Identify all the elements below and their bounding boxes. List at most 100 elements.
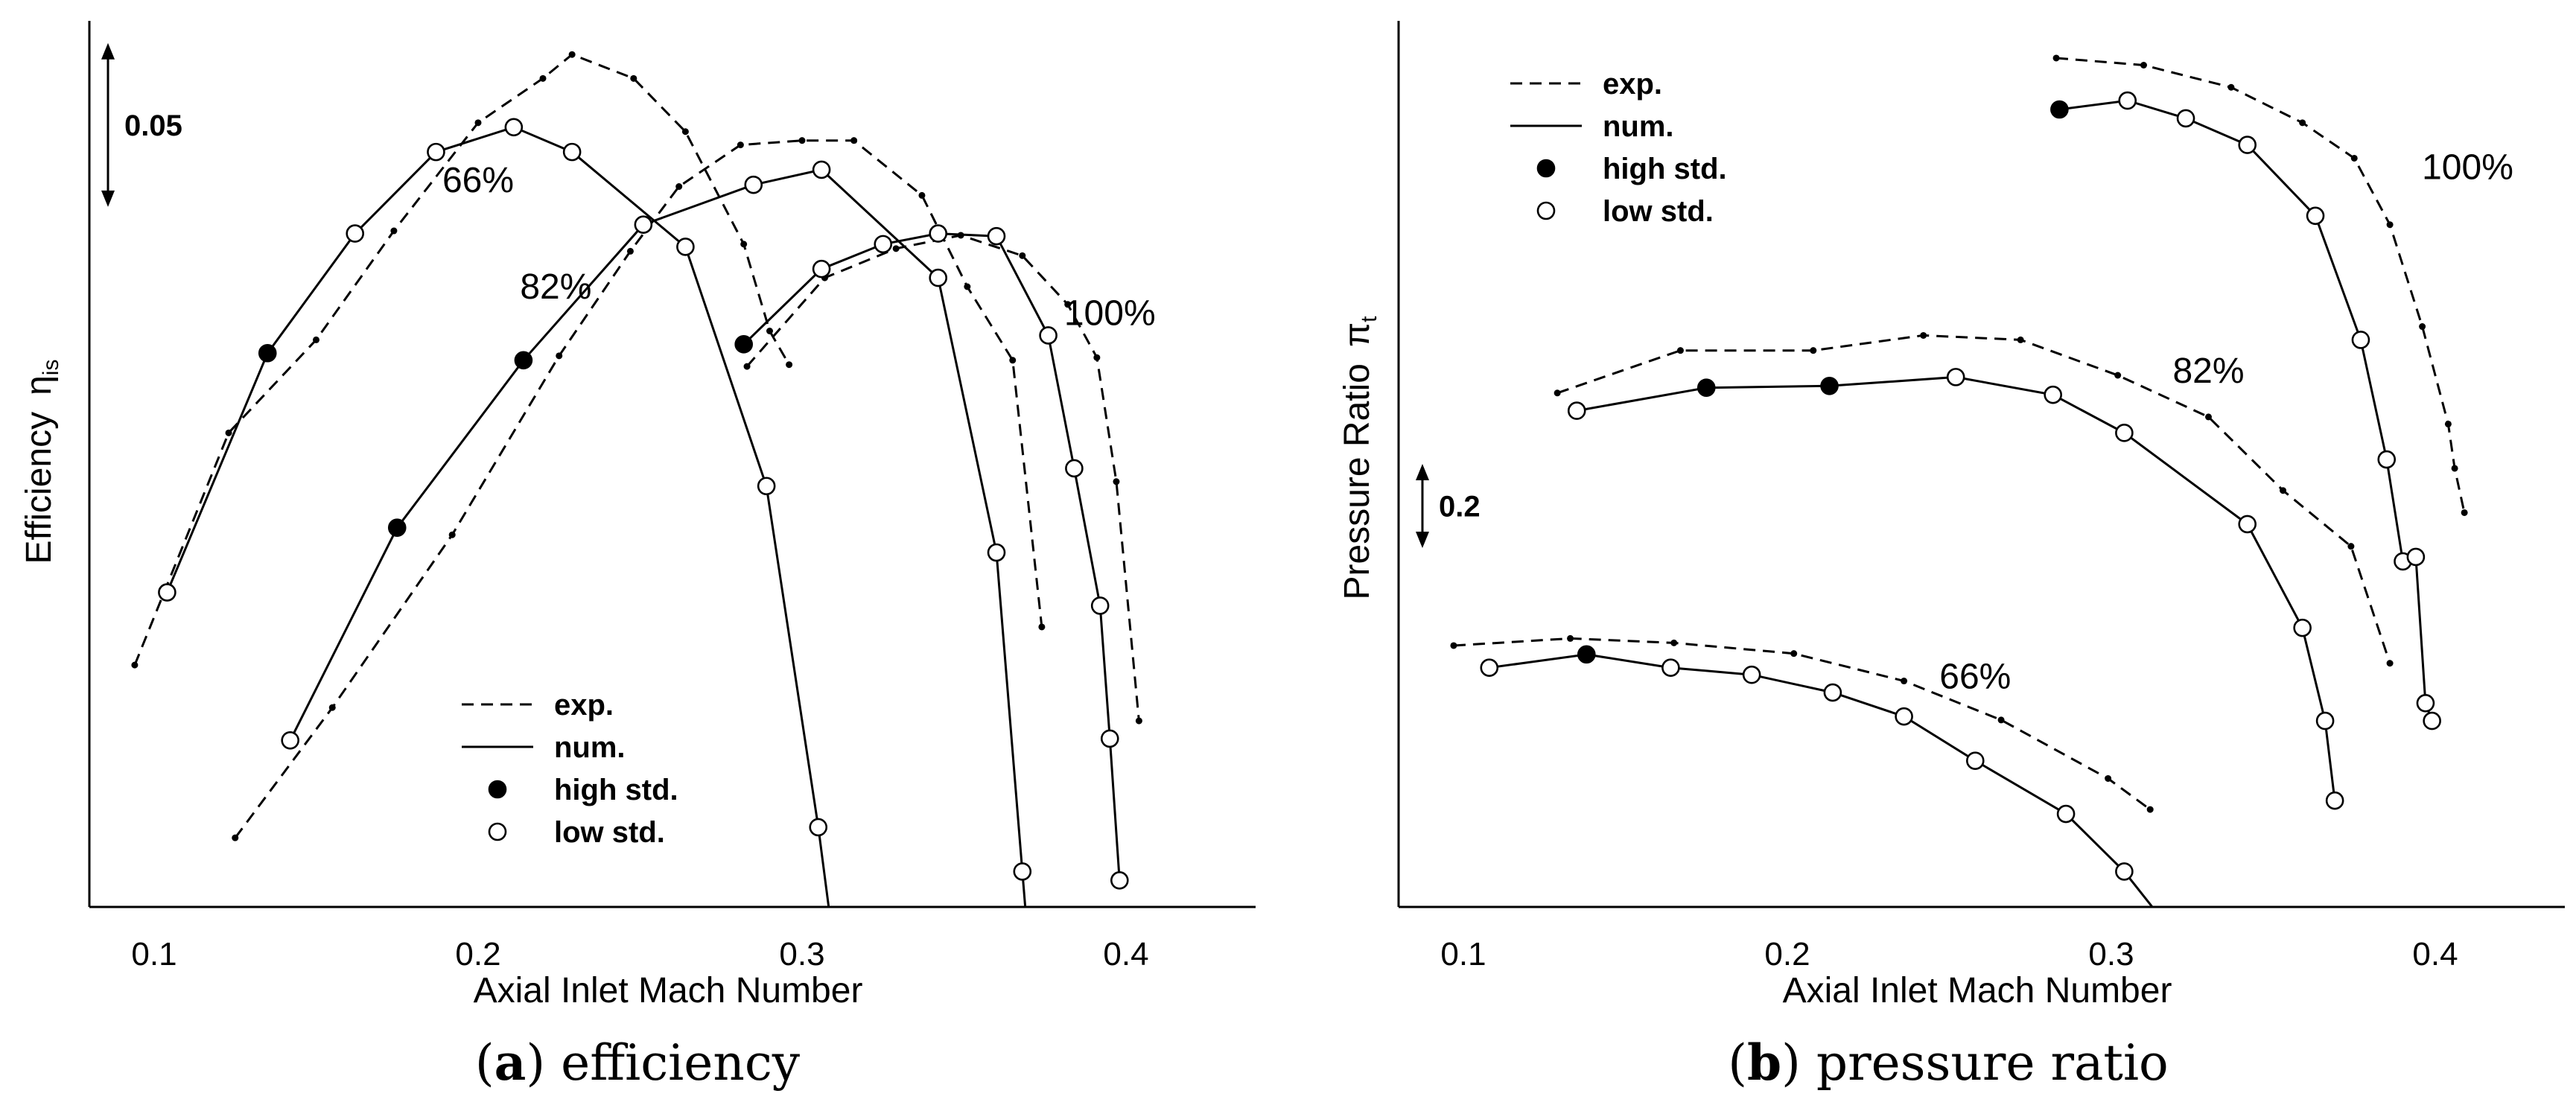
x-tick-label: 0.4 — [2412, 936, 2458, 972]
exp-data-point — [1567, 634, 1574, 642]
scale-bar-label: 0.05 — [124, 109, 182, 142]
caption-letter: a — [494, 1034, 527, 1092]
series-exp-66%-line — [1453, 637, 2152, 811]
low-std-point — [2315, 711, 2335, 730]
curve-label-66%: 66% — [442, 161, 514, 200]
exp-data-point — [1135, 717, 1142, 725]
low-std-point — [2325, 791, 2344, 810]
exp-data-point — [2280, 487, 2287, 494]
exp-data-point — [2451, 465, 2458, 472]
exp-data-point — [2114, 372, 2122, 379]
low-std-point — [346, 224, 365, 243]
exp-data-point — [2461, 509, 2468, 516]
caption-open-paren: ( — [475, 1034, 494, 1092]
exp-data-point — [740, 241, 748, 248]
exp-data-point — [1901, 678, 1908, 685]
legend-label: num. — [554, 731, 626, 764]
plot-area — [131, 51, 1142, 907]
low-std-point — [987, 543, 1006, 562]
curve-label-66%: 66% — [1939, 658, 2011, 697]
low-std-point — [1100, 729, 1119, 748]
low-std-point — [1480, 658, 1499, 678]
y-axis-title-main: Efficiency — [19, 412, 59, 564]
exp-data-point — [766, 328, 773, 334]
series-num-82%-line — [289, 168, 1027, 907]
scale-bar-arrow-down-icon — [101, 190, 115, 207]
high-std-point — [387, 518, 407, 537]
series-num-100%-line — [2059, 99, 2434, 722]
panel-efficiency: 0.1 0.2 0.3 0.4 Axial Inlet Mach Number Effic… — [19, 21, 1256, 1092]
panel-caption: (a) efficiency — [475, 1034, 801, 1092]
exp-data-point — [1810, 347, 1817, 354]
low-std-point — [2115, 862, 2134, 881]
exp-data-point — [448, 531, 456, 538]
x-tick-label: 0.1 — [1440, 936, 1486, 972]
high-std-point — [514, 351, 533, 370]
exp-data-point — [225, 429, 232, 436]
exp-data-point — [390, 227, 398, 235]
exp-data-point — [2299, 119, 2306, 127]
series-num-66%-line — [1489, 653, 2154, 907]
exp-data-point — [1997, 716, 2005, 724]
series-exp-100%-line — [2055, 57, 2466, 513]
exp-data-point — [2386, 660, 2394, 667]
x-tick-label: 0.4 — [1103, 936, 1148, 972]
low-std-point — [2238, 136, 2257, 154]
legend: exp. num. high std. low std. — [1510, 68, 1727, 228]
legend-label: exp. — [1603, 68, 1662, 101]
panel-caption: (b) pressure ratio — [1728, 1034, 2169, 1092]
series-exp-82%-line — [234, 139, 1043, 839]
series-num-100%-line — [742, 232, 1121, 881]
low-std-point — [2115, 424, 2134, 442]
exp-data-point — [681, 128, 689, 136]
exp-data-point — [1790, 650, 1798, 658]
low-std-point — [812, 259, 831, 278]
exp-data-point — [964, 283, 971, 290]
low-std-point — [634, 215, 653, 235]
y-axis-title-subscript: is — [39, 360, 63, 376]
low-std-point — [1110, 871, 1129, 890]
high-std-point — [1696, 378, 1716, 397]
exp-data-point — [1113, 478, 1120, 485]
low-std-point — [2238, 515, 2257, 534]
low-std-point — [929, 268, 947, 287]
exp-data-point — [1676, 347, 1684, 354]
exp-data-point — [2444, 420, 2452, 427]
high-std-point — [734, 335, 754, 354]
exp-data-point — [2017, 336, 2024, 343]
high-std-point — [1577, 645, 1596, 664]
low-std-point — [1567, 401, 1586, 420]
exp-data-point — [1038, 623, 1046, 631]
low-std-point — [1966, 751, 1985, 770]
exp-data-point — [232, 834, 239, 841]
legend-label: low std. — [1603, 195, 1714, 228]
caption-text: pressure ratio — [1816, 1034, 2169, 1092]
exp-data-point — [1019, 252, 1026, 259]
y-axis-title-subscript: t — [1357, 316, 1381, 322]
legend-label: low std. — [554, 816, 665, 849]
exp-data-point — [786, 361, 793, 369]
low-std-point — [1013, 862, 1032, 881]
series-exp-66%-line — [133, 53, 790, 666]
low-std-point — [744, 175, 763, 194]
scale-bar-arrow-up-icon — [1416, 464, 1429, 480]
exp-data-point — [2105, 774, 2112, 782]
low-std-point — [1090, 596, 1110, 615]
caption-text: efficiency — [561, 1034, 801, 1092]
caption-close-paren: ) — [1781, 1034, 1816, 1092]
y-axis-title: Pressure Ratio πt — [1338, 316, 1381, 600]
low-std-point — [929, 224, 947, 243]
low-std-point — [562, 142, 582, 162]
legend-open-marker — [488, 822, 507, 841]
low-std-point — [2416, 693, 2435, 713]
x-axis-title: Axial Inlet Mach Number — [474, 971, 863, 1010]
caption-letter: b — [1747, 1034, 1781, 1092]
exp-data-point — [630, 74, 637, 82]
legend-label: high std. — [554, 774, 678, 806]
legend-filled-marker — [1536, 159, 1556, 178]
series-num-82%-line — [1577, 375, 2336, 801]
exp-data-point — [892, 245, 900, 252]
plot-area — [1450, 54, 2468, 907]
y-axis-title-main: Pressure Ratio — [1338, 363, 1377, 599]
series-num-66%-line — [166, 126, 830, 907]
